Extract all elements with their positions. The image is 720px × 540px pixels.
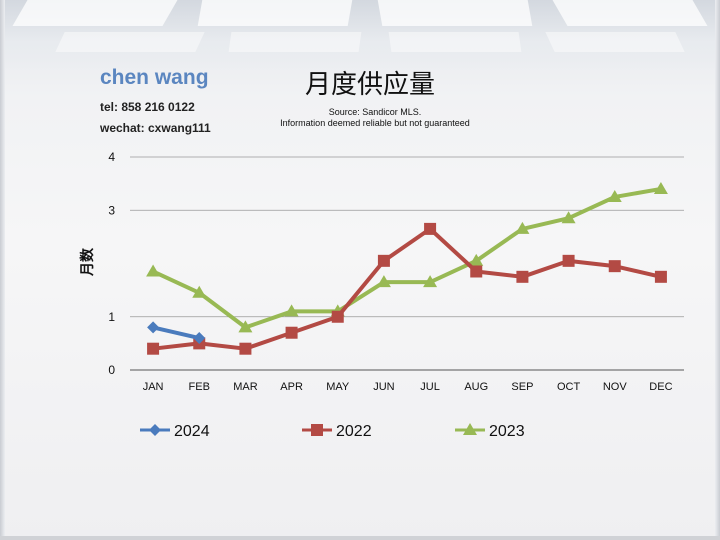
x-tick-label: MAY bbox=[326, 381, 350, 393]
legend: 2024 2022 2023 bbox=[140, 423, 525, 440]
disclaimer-line: Information deemed reliable but not guar… bbox=[280, 118, 470, 128]
triangle-marker bbox=[284, 304, 299, 317]
triangle-marker bbox=[607, 189, 622, 202]
triangle-marker bbox=[423, 275, 438, 288]
slide-frame-right bbox=[715, 0, 720, 540]
square-marker bbox=[424, 222, 437, 235]
square-marker bbox=[654, 270, 667, 283]
series-lines bbox=[146, 181, 668, 355]
x-axis-ticks: JAN FEB MAR APR MAY JUN JUL AUG SEP OCT NOV DEC bbox=[143, 381, 673, 393]
contact-wechat: wechat: cxwang111 bbox=[100, 121, 211, 135]
triangle-marker bbox=[146, 264, 161, 277]
square-marker bbox=[331, 310, 344, 323]
diamond-marker bbox=[147, 321, 160, 334]
series-line bbox=[152, 325, 200, 340]
x-tick-label: NOV bbox=[603, 381, 628, 393]
square-marker bbox=[239, 342, 252, 355]
series-2022 bbox=[147, 222, 667, 355]
y-axis-label: 月数 bbox=[79, 247, 96, 277]
y-axis-ticks: 0 1 3 4 bbox=[108, 150, 115, 377]
x-tick-label: OCT bbox=[557, 381, 581, 393]
series-line bbox=[152, 186, 662, 330]
y-tick-label: 0 bbox=[108, 363, 115, 377]
x-tick-label: AUG bbox=[464, 381, 488, 393]
triangle-marker bbox=[653, 181, 668, 194]
x-tick-label: JUL bbox=[420, 381, 440, 393]
gridlines bbox=[130, 156, 684, 371]
legend-item-2022: 2022 bbox=[302, 423, 372, 440]
x-tick-label: MAR bbox=[233, 381, 258, 393]
square-marker bbox=[516, 270, 529, 283]
legend-label: 2022 bbox=[336, 423, 372, 440]
square-marker bbox=[377, 254, 390, 267]
triangle-marker bbox=[192, 285, 207, 298]
contact-tel: tel: 858 216 0122 bbox=[100, 100, 195, 114]
square-marker bbox=[562, 254, 575, 267]
diamond-marker bbox=[193, 332, 206, 345]
square-marker bbox=[470, 265, 483, 278]
series-line bbox=[152, 226, 662, 351]
triangle-marker bbox=[376, 275, 391, 288]
legend-item-2023: 2023 bbox=[455, 423, 525, 440]
legend-label: 2024 bbox=[174, 423, 210, 440]
source-line: Source: Sandicor MLS. bbox=[328, 107, 422, 117]
chart-title: 月度供应量 bbox=[305, 70, 436, 100]
x-tick-label: FEB bbox=[189, 381, 210, 393]
contact-name: chen wang bbox=[100, 66, 209, 89]
triangle-marker bbox=[463, 423, 477, 435]
x-tick-label: JAN bbox=[143, 381, 164, 393]
x-tick-label: DEC bbox=[649, 381, 672, 393]
y-tick-label: 4 bbox=[108, 150, 115, 164]
square-marker bbox=[608, 260, 621, 273]
triangle-marker bbox=[238, 320, 253, 333]
series-2024 bbox=[147, 321, 206, 345]
y-tick-label: 3 bbox=[108, 203, 115, 217]
square-marker bbox=[311, 424, 323, 436]
x-tick-label: SEP bbox=[511, 381, 533, 393]
triangle-marker bbox=[469, 253, 484, 266]
slide-frame-bottom bbox=[0, 536, 720, 540]
legend-label: 2023 bbox=[489, 423, 525, 440]
triangle-marker bbox=[515, 221, 530, 234]
x-tick-label: APR bbox=[280, 381, 303, 393]
y-tick-label: 1 bbox=[108, 310, 115, 324]
legend-item-2024: 2024 bbox=[140, 423, 210, 440]
diamond-marker bbox=[149, 424, 161, 436]
triangle-marker bbox=[561, 211, 576, 224]
series-2023 bbox=[146, 181, 668, 333]
square-marker bbox=[285, 326, 298, 339]
ceiling-background bbox=[0, 0, 720, 70]
square-marker bbox=[147, 342, 160, 355]
slide-frame-left bbox=[0, 0, 5, 540]
x-tick-label: JUN bbox=[373, 381, 394, 393]
